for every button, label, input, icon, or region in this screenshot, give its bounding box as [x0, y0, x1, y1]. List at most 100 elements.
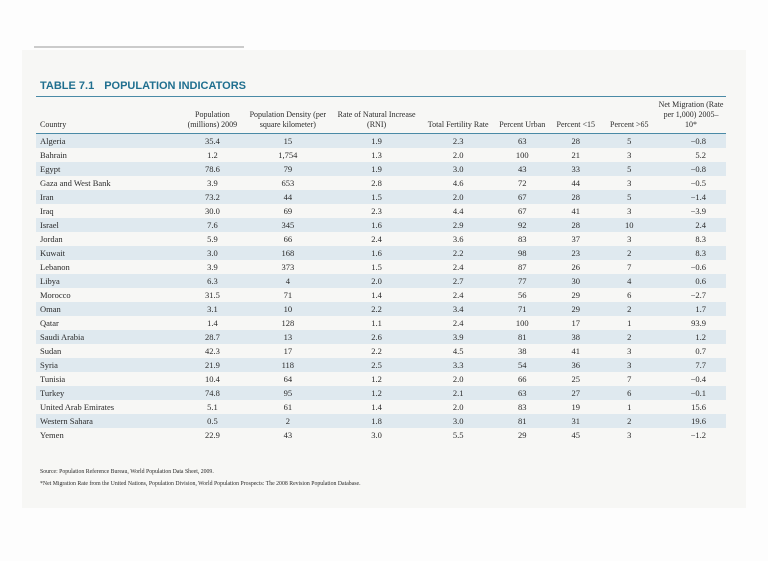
value-cell: 2.2 — [332, 302, 421, 316]
value-cell: 5.1 — [207, 402, 218, 412]
value-cell: 1.4 — [371, 402, 382, 412]
value-cell: 28 — [549, 190, 603, 204]
value-cell: 41 — [571, 346, 581, 356]
value-cell: 2.0 — [452, 374, 464, 384]
value-cell: 3.3 — [420, 358, 496, 372]
value-cell: 1.4 — [207, 318, 218, 328]
value-cell: 2.6 — [332, 330, 421, 344]
value-cell: 7.7 — [656, 358, 726, 372]
value-cell: 1.8 — [332, 414, 421, 428]
value-cell: 4.6 — [452, 178, 464, 188]
country-cell: Saudi Arabia — [36, 330, 182, 344]
value-cell: 79 — [243, 162, 333, 176]
value-cell: 3.9 — [207, 262, 218, 272]
population-table: Country Population (millions) 2009 Populat… — [36, 100, 726, 442]
value-cell: 64 — [283, 374, 293, 384]
country-cell: Kuwait — [36, 246, 182, 260]
column-header: Total Fertility Rate — [420, 100, 496, 134]
table-row: Algeria 35.4 15 1.9 2.3 63 28 5 −0.8 — [36, 133, 726, 148]
value-cell: 15.6 — [691, 402, 706, 412]
value-cell: 15 — [243, 133, 333, 148]
column-header: Percent Urban — [495, 100, 549, 134]
footnote: Source: Population Reference Bureau, Wor… — [40, 469, 214, 475]
value-cell: 1.3 — [371, 150, 382, 160]
value-cell: 0.7 — [695, 346, 706, 356]
value-cell: 3.1 — [181, 302, 244, 316]
country-cell: Jordan — [40, 234, 63, 244]
value-cell: 10 — [602, 218, 657, 232]
value-cell: 33 — [549, 162, 603, 176]
value-cell: 42.3 — [204, 346, 220, 356]
value-cell: 3 — [627, 150, 632, 160]
value-cell: 44 — [571, 178, 581, 188]
value-cell: 10.4 — [204, 374, 220, 384]
value-cell: 28 — [549, 133, 603, 148]
table-row: Bahrain 1.2 1,754 1.3 2.0 100 21 3 5.2 — [36, 148, 726, 162]
value-cell: 3 — [602, 358, 657, 372]
country-cell: Libya — [36, 274, 182, 288]
column-header: Rate of Natural Increase (RNI) — [332, 100, 421, 134]
value-cell: −2.7 — [690, 290, 706, 300]
value-cell: 1.2 — [371, 374, 382, 384]
value-cell: 71 — [495, 302, 549, 316]
value-cell: 373 — [281, 262, 295, 272]
value-cell: 2 — [602, 414, 657, 428]
value-cell: 2 — [602, 246, 657, 260]
value-cell: 66 — [517, 374, 527, 384]
value-cell: 8.3 — [656, 246, 726, 260]
table-caption: TABLE 7.1 POPULATION INDICATORS — [40, 80, 256, 92]
value-cell: 21.9 — [181, 358, 244, 372]
value-cell: −0.6 — [690, 262, 706, 272]
value-cell: 93.9 — [691, 318, 706, 328]
value-cell: 45 — [571, 430, 581, 440]
value-cell: 29 — [517, 430, 527, 440]
value-cell: 6 — [602, 386, 657, 400]
value-cell: 3.9 — [207, 178, 218, 188]
value-cell: 653 — [281, 178, 295, 188]
value-cell: 21 — [571, 150, 581, 160]
value-cell: 77 — [495, 274, 549, 288]
value-cell: 2.9 — [420, 218, 496, 232]
value-cell: −0.1 — [656, 386, 726, 400]
value-cell: 2.0 — [420, 190, 496, 204]
country-cell: Tunisia — [40, 374, 66, 384]
value-cell: 19 — [571, 402, 581, 412]
value-cell: 67 — [517, 206, 527, 216]
value-cell: 29 — [549, 302, 603, 316]
table-row: Israel 7.6 345 1.6 2.9 92 28 10 2.4 — [36, 218, 726, 232]
value-cell: 2.4 — [452, 290, 464, 300]
value-cell: 1.9 — [332, 133, 421, 148]
value-cell: 83 — [517, 402, 527, 412]
value-cell: 44 — [243, 190, 333, 204]
country-cell: Morocco — [40, 290, 71, 300]
country-cell: Western Sahara — [36, 414, 182, 428]
value-cell: 4 — [243, 274, 333, 288]
value-cell: 118 — [243, 358, 333, 372]
table-row: Iran 73.2 44 1.5 2.0 67 28 5 −1.4 — [36, 190, 726, 204]
value-cell: −0.8 — [656, 162, 726, 176]
country-cell: Turkey — [36, 386, 182, 400]
value-cell: 1,754 — [278, 150, 298, 160]
value-cell: 3 — [627, 430, 632, 440]
page-edge-line — [34, 46, 244, 48]
value-cell: −1.2 — [690, 430, 706, 440]
value-cell: 10 — [243, 302, 333, 316]
value-cell: 98 — [495, 246, 549, 260]
country-cell: Yemen — [40, 430, 64, 440]
table-row: Sudan 42.3 17 2.2 4.5 38 41 3 0.7 — [36, 344, 726, 358]
value-cell: 0.6 — [656, 274, 726, 288]
country-cell: Lebanon — [40, 262, 70, 272]
value-cell: 2.8 — [371, 178, 382, 188]
value-cell: 26 — [571, 262, 581, 272]
value-cell: 17 — [283, 346, 293, 356]
value-cell: −3.9 — [690, 206, 706, 216]
value-cell: 2.0 — [332, 274, 421, 288]
value-cell: 81 — [495, 330, 549, 344]
country-cell: Syria — [36, 358, 182, 372]
value-cell: 8.3 — [695, 234, 706, 244]
value-cell: 2.3 — [420, 133, 496, 148]
value-cell: 6 — [627, 290, 632, 300]
value-cell: 28.7 — [181, 330, 244, 344]
title-rule — [36, 96, 726, 97]
